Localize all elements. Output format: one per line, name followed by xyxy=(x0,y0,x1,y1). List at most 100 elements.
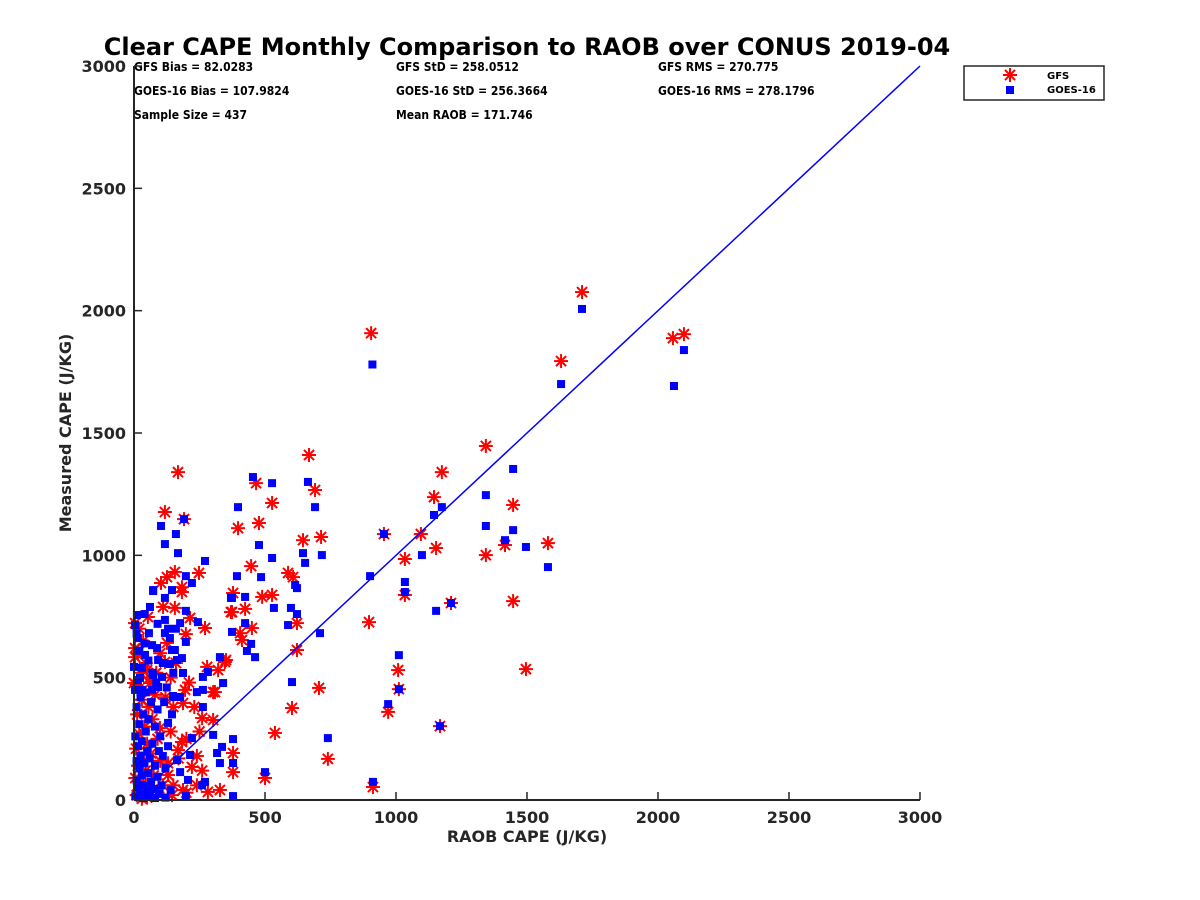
data-point-gfs xyxy=(226,746,241,761)
data-point-goes-16 xyxy=(481,491,490,500)
stat-sample-size: Sample Size = 437 xyxy=(134,108,247,122)
data-point-goes-16 xyxy=(311,503,320,512)
data-point-goes-16 xyxy=(198,672,207,681)
data-point-gfs xyxy=(554,354,569,369)
data-point-goes-16 xyxy=(135,646,144,655)
data-point-gfs xyxy=(665,331,680,346)
data-point-goes-16 xyxy=(181,637,190,646)
x-tick-label: 0 xyxy=(128,808,139,827)
data-point-goes-16 xyxy=(181,572,190,581)
data-point-goes-16 xyxy=(132,629,141,638)
data-point-gfs xyxy=(413,527,428,542)
data-point-goes-16 xyxy=(437,503,446,512)
data-point-goes-16 xyxy=(557,380,566,389)
data-point-goes-16 xyxy=(140,610,149,619)
data-point-goes-16 xyxy=(229,735,238,744)
data-point-goes-16 xyxy=(268,554,277,563)
data-point-gfs xyxy=(191,565,206,580)
x-tick-label: 1500 xyxy=(505,808,550,827)
data-point-goes-16 xyxy=(247,639,256,648)
legend-box xyxy=(963,65,1105,101)
data-point-goes-16 xyxy=(160,615,169,624)
data-point-goes-16 xyxy=(153,644,162,653)
data-point-goes-16 xyxy=(167,710,176,719)
data-point-goes-16 xyxy=(147,777,156,786)
data-point-gfs xyxy=(265,495,280,510)
y-axis-label: Measured CAPE (J/KG) xyxy=(56,334,75,533)
data-point-goes-16 xyxy=(145,792,154,801)
x-tick-label: 2000 xyxy=(636,808,681,827)
data-point-goes-16 xyxy=(139,710,148,719)
stat-gfs-bias: GFS Bias = 82.0283 xyxy=(134,60,253,74)
data-point-gfs xyxy=(429,540,444,555)
data-point-goes-16 xyxy=(153,619,162,628)
data-point-gfs xyxy=(506,594,521,609)
data-point-goes-16 xyxy=(144,629,153,638)
data-point-goes-16 xyxy=(165,659,174,668)
data-point-goes-16 xyxy=(158,751,167,760)
data-point-goes-16 xyxy=(150,794,159,803)
data-point-gfs xyxy=(289,616,304,631)
data-point-goes-16 xyxy=(234,503,243,512)
data-point-gfs xyxy=(302,448,317,463)
data-point-goes-16 xyxy=(132,756,141,765)
data-point-goes-16 xyxy=(156,521,165,530)
data-point-goes-16 xyxy=(169,668,178,677)
data-point-goes-16 xyxy=(176,619,185,628)
data-point-goes-16 xyxy=(160,629,169,638)
data-point-goes-16 xyxy=(137,737,146,746)
data-point-goes-16 xyxy=(429,510,438,519)
data-point-goes-16 xyxy=(679,346,688,355)
y-tick-label: 3000 xyxy=(81,57,126,76)
data-point-gfs xyxy=(391,663,406,678)
data-point-goes-16 xyxy=(500,536,509,545)
data-point-goes-16 xyxy=(248,473,257,482)
data-point-goes-16 xyxy=(144,715,153,724)
data-point-goes-16 xyxy=(148,668,157,677)
data-point-gfs xyxy=(314,529,329,544)
legend-gfs-label: GFS xyxy=(1047,71,1069,82)
data-point-gfs xyxy=(244,559,259,574)
data-point-gfs xyxy=(200,784,215,799)
data-point-goes-16 xyxy=(181,792,190,801)
data-point-goes-16 xyxy=(187,734,196,743)
data-point-goes-16 xyxy=(215,759,224,768)
data-point-goes-16 xyxy=(148,641,157,650)
y-tick-label: 500 xyxy=(93,669,126,688)
x-tick-label: 3000 xyxy=(898,808,943,827)
data-point-goes-16 xyxy=(432,606,441,615)
data-point-goes-16 xyxy=(136,693,145,702)
stat-gfs-std: GFS StD = 258.0512 xyxy=(396,60,519,74)
data-point-goes-16 xyxy=(140,759,149,768)
data-point-gfs xyxy=(267,725,282,740)
data-point-goes-16 xyxy=(135,720,144,729)
data-point-goes-16 xyxy=(394,685,403,694)
data-point-goes-16 xyxy=(140,781,149,790)
data-point-goes-16 xyxy=(198,703,207,712)
data-point-goes-16 xyxy=(144,769,153,778)
data-point-goes-16 xyxy=(178,669,187,678)
data-point-goes-16 xyxy=(186,750,195,759)
data-point-goes-16 xyxy=(227,627,236,636)
y-tick-label: 2000 xyxy=(81,302,126,321)
data-point-goes-16 xyxy=(368,360,377,369)
data-point-goes-16 xyxy=(171,530,180,539)
data-point-goes-16 xyxy=(157,781,166,790)
data-point-goes-16 xyxy=(368,777,377,786)
data-point-gfs xyxy=(195,763,210,778)
plot-area xyxy=(127,65,921,806)
data-point-gfs xyxy=(575,285,590,300)
data-point-goes-16 xyxy=(154,747,163,756)
data-point-goes-16 xyxy=(215,653,224,662)
data-point-goes-16 xyxy=(137,771,146,780)
legend-gfs-asterisk-icon xyxy=(1003,68,1017,82)
data-point-gfs xyxy=(182,675,197,690)
data-point-gfs xyxy=(171,465,186,480)
data-point-gfs xyxy=(478,438,493,453)
data-point-gfs xyxy=(518,662,533,677)
data-point-goes-16 xyxy=(132,703,141,712)
data-point-goes-16 xyxy=(232,572,241,581)
data-point-gfs xyxy=(156,599,171,614)
stat-goes-bias: GOES-16 Bias = 107.9824 xyxy=(134,84,290,98)
data-point-gfs xyxy=(311,680,326,695)
